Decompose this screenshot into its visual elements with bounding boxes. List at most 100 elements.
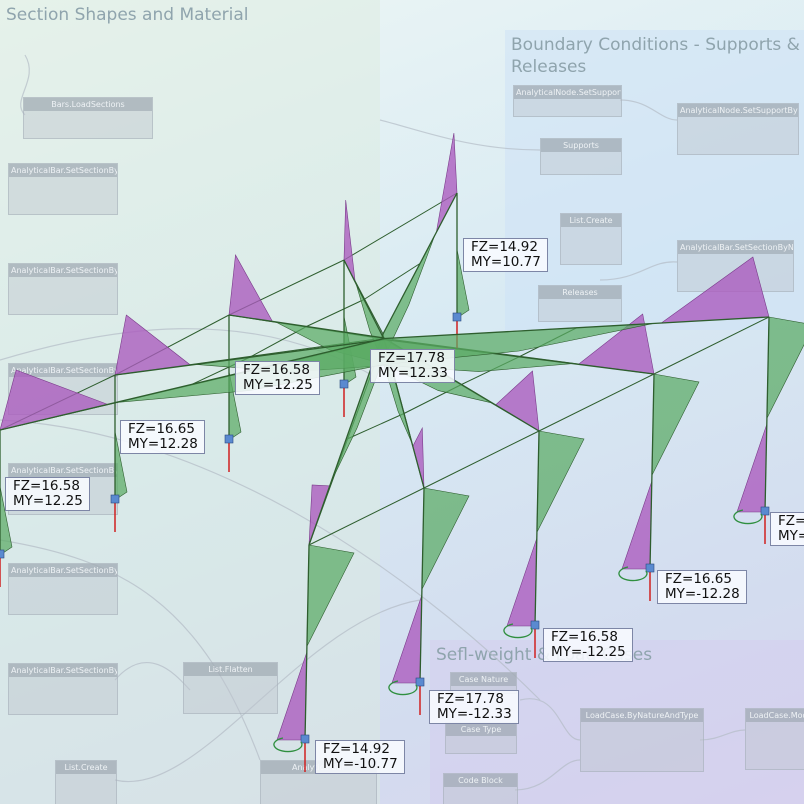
my-value: MY=-12.25 — [551, 644, 626, 660]
member — [538, 373, 655, 432]
node-title: AnalyticalBar.SetSectionByName — [678, 241, 793, 254]
fz-value: FZ=16.58 — [551, 629, 618, 645]
node[interactable]: AnalyticalBar.SetSectionByName — [8, 563, 118, 615]
support — [110, 494, 120, 504]
result-label: FZ=14.92 MY=-10.77 — [315, 740, 405, 774]
support — [452, 312, 462, 322]
support — [760, 506, 770, 516]
group-title: Boundary Conditions - Supports & Release… — [511, 35, 800, 77]
my-value: MY=12.33 — [378, 365, 448, 381]
member — [764, 316, 770, 513]
moment-diagram — [0, 486, 13, 556]
node[interactable]: AnalyticalBar.SetSectionByName — [8, 263, 118, 315]
support — [339, 379, 349, 389]
node[interactable]: Supports — [540, 138, 622, 175]
node-title: Code Block — [444, 774, 517, 787]
my-value: MY=12.25 — [243, 377, 313, 393]
group: Boundary Conditions - Supports & Release… — [505, 30, 804, 330]
node[interactable]: AnalyticalNode.SetSupportByName — [677, 103, 799, 155]
member — [308, 487, 425, 546]
member — [114, 338, 385, 376]
support — [645, 563, 655, 573]
node[interactable]: Case Type — [445, 722, 517, 754]
member — [306, 299, 365, 327]
member — [345, 413, 405, 440]
support — [415, 677, 425, 687]
node[interactable]: Releases — [538, 285, 622, 322]
support — [530, 620, 540, 630]
result-label: FZ=17.78 MY=12.33 — [370, 349, 455, 383]
node-title: Case Type — [446, 723, 516, 736]
moment-arrow — [388, 680, 418, 696]
result-label: FZ=14.92 MY=10.77 — [463, 238, 548, 272]
node[interactable]: Code Block — [443, 773, 518, 804]
result-label: FZ=16.65 MY=12.28 — [120, 420, 205, 454]
node[interactable]: LoadCase.Mode — [745, 708, 804, 770]
member — [653, 316, 770, 375]
my-value: MY=-10.77 — [323, 756, 398, 772]
support — [0, 549, 5, 559]
my-value: MY=10.77 — [471, 254, 541, 270]
fz-value: FZ=16.58 — [13, 478, 80, 494]
node[interactable]: LoadCase.ByNatureAndType — [580, 708, 704, 772]
node-title: AnalyticalBar.SetSectionByName — [9, 164, 117, 177]
node-title: AnalyticalNode.SetSupportByName — [678, 104, 798, 117]
node[interactable]: List.Create — [560, 213, 622, 265]
my-value: MY=12.28 — [128, 436, 198, 452]
result-label: FZ=16.58 MY=12.25 — [235, 361, 320, 395]
fz-value: FZ=14.92 — [323, 741, 390, 757]
member — [0, 337, 385, 431]
result-label: FZ=16.65 MY=-12.28 — [657, 570, 747, 604]
member — [343, 259, 385, 340]
node-title: AnalyticalBar.SetSectionByName — [9, 364, 117, 377]
node-title: AnalyticalNode.SetSupportByName — [514, 86, 621, 99]
moment-arrow — [618, 566, 648, 582]
node-title: Bars.LoadSections — [24, 98, 152, 111]
result-label: FZ=17.78 MY=-12.33 — [429, 690, 519, 724]
node-title: Case Nature — [451, 673, 516, 686]
member — [419, 487, 425, 684]
member — [534, 430, 540, 627]
fz-value: FZ=17.78 — [378, 350, 445, 366]
result-label: FZ=1MY=- — [770, 512, 804, 546]
fz-value: FZ=16.65 — [665, 571, 732, 587]
moment-arrow — [733, 509, 763, 525]
node-title: AnalyticalBar.SetSectionByName — [9, 464, 117, 477]
result-label: FZ=16.58 MY=-12.25 — [543, 628, 633, 662]
fz-value: FZ=1 — [778, 513, 804, 529]
node[interactable]: Bars.LoadSections — [23, 97, 153, 139]
member — [384, 316, 770, 340]
node-title: List.Create — [561, 214, 621, 227]
node-title: AnalyticalBar.SetSectionByName — [9, 264, 117, 277]
fz-value: FZ=16.58 — [243, 362, 310, 378]
node-title: Supports — [541, 139, 621, 152]
member — [363, 263, 421, 300]
node-title: List.Flatten — [184, 663, 277, 676]
fz-value: FZ=16.65 — [128, 421, 195, 437]
node[interactable]: List.Flatten — [183, 662, 278, 714]
result-label: FZ=16.58 MY=12.25 — [5, 477, 90, 511]
member — [343, 192, 458, 261]
my-value: MY=12.25 — [13, 493, 83, 509]
member — [228, 314, 385, 339]
node-title: LoadCase.Mode — [746, 709, 804, 722]
moment-arrow — [503, 623, 533, 639]
member — [304, 544, 310, 741]
my-value: MY=-12.33 — [437, 706, 512, 722]
node[interactable]: Case Nature — [450, 672, 517, 694]
node-title: List.Create — [56, 761, 116, 774]
node[interactable]: AnalyticalNode.SetSupportByName — [513, 85, 622, 117]
my-value: MY=- — [778, 528, 804, 544]
fz-value: FZ=17.78 — [437, 691, 504, 707]
node-title: AnalyticalBar.SetSectionByName — [9, 564, 117, 577]
node[interactable]: AnalyticalBar.SetSectionByName — [8, 663, 118, 715]
support — [224, 434, 234, 444]
node[interactable]: List.Create — [55, 760, 117, 804]
member — [423, 430, 540, 489]
node[interactable]: AnalyticalBar.SetSectionByName — [8, 163, 118, 215]
node-title: Releases — [539, 286, 621, 299]
my-value: MY=-12.28 — [665, 586, 740, 602]
